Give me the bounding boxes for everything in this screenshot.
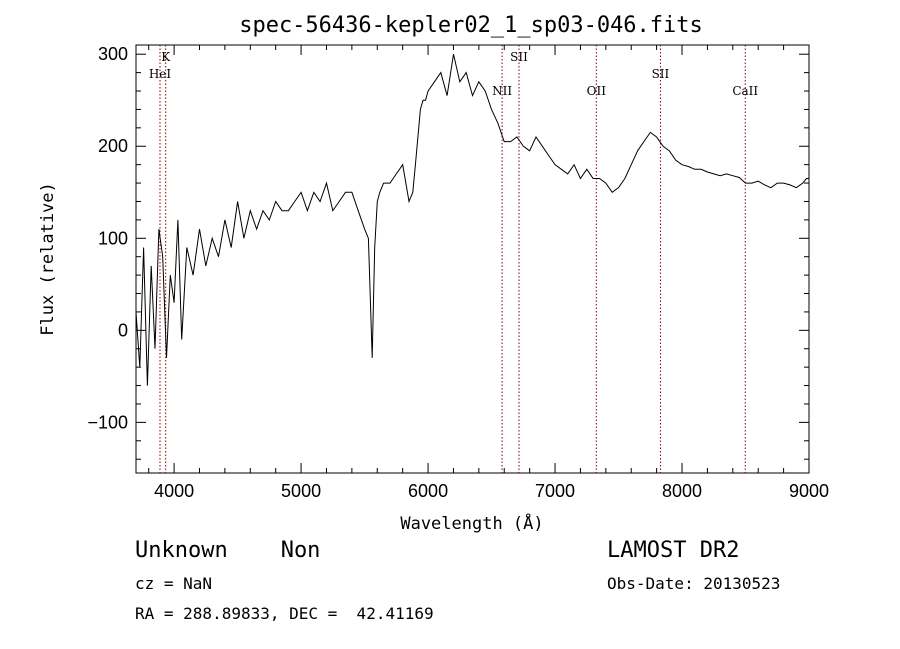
line-marker-label: OII	[587, 84, 607, 98]
y-tick-label: 0	[118, 320, 128, 340]
line-marker-label: K	[161, 50, 171, 64]
x-tick-label: 4000	[154, 481, 194, 501]
x-tick-label: 5000	[281, 481, 321, 501]
line-marker-label: SII	[652, 67, 670, 81]
x-tick-label: 6000	[408, 481, 448, 501]
line-marker-label: SII	[510, 50, 528, 64]
line-marker-label: HeI	[149, 67, 172, 81]
x-tick-label: 9000	[789, 481, 829, 501]
obs-date-text: Obs-Date: 20130523	[607, 574, 781, 593]
x-tick-label: 8000	[662, 481, 702, 501]
y-axis-ticks: −100 0 100 200 300	[87, 44, 809, 460]
survey-text: LAMOST DR2	[607, 538, 740, 563]
coordinates-text: RA = 288.89833, DEC = 42.41169	[135, 604, 434, 623]
y-axis-label: Flux (relative)	[38, 182, 58, 336]
redshift-text: cz = NaN	[135, 574, 213, 593]
emission-line-markers: K HeI NII SII OII SII CaII	[149, 45, 758, 473]
x-axis-label: Wavelength (Å)	[400, 512, 543, 534]
plot-frame	[135, 44, 810, 474]
classification-text: Unknown Non	[135, 538, 321, 563]
y-tick-label: −100	[87, 412, 128, 432]
spectrum-series-line	[135, 54, 809, 386]
y-tick-label: 100	[98, 228, 128, 248]
x-axis-ticks: 4000 5000 6000 7000 8000 9000	[148, 45, 829, 501]
x-tick-label: 7000	[535, 481, 575, 501]
chart-title: spec-56436-kepler02_1_sp03-046.fits	[239, 13, 703, 38]
line-marker-label: NII	[492, 84, 512, 98]
line-marker-label: CaII	[732, 84, 758, 98]
y-tick-label: 200	[98, 136, 128, 156]
y-tick-label: 300	[98, 44, 128, 64]
